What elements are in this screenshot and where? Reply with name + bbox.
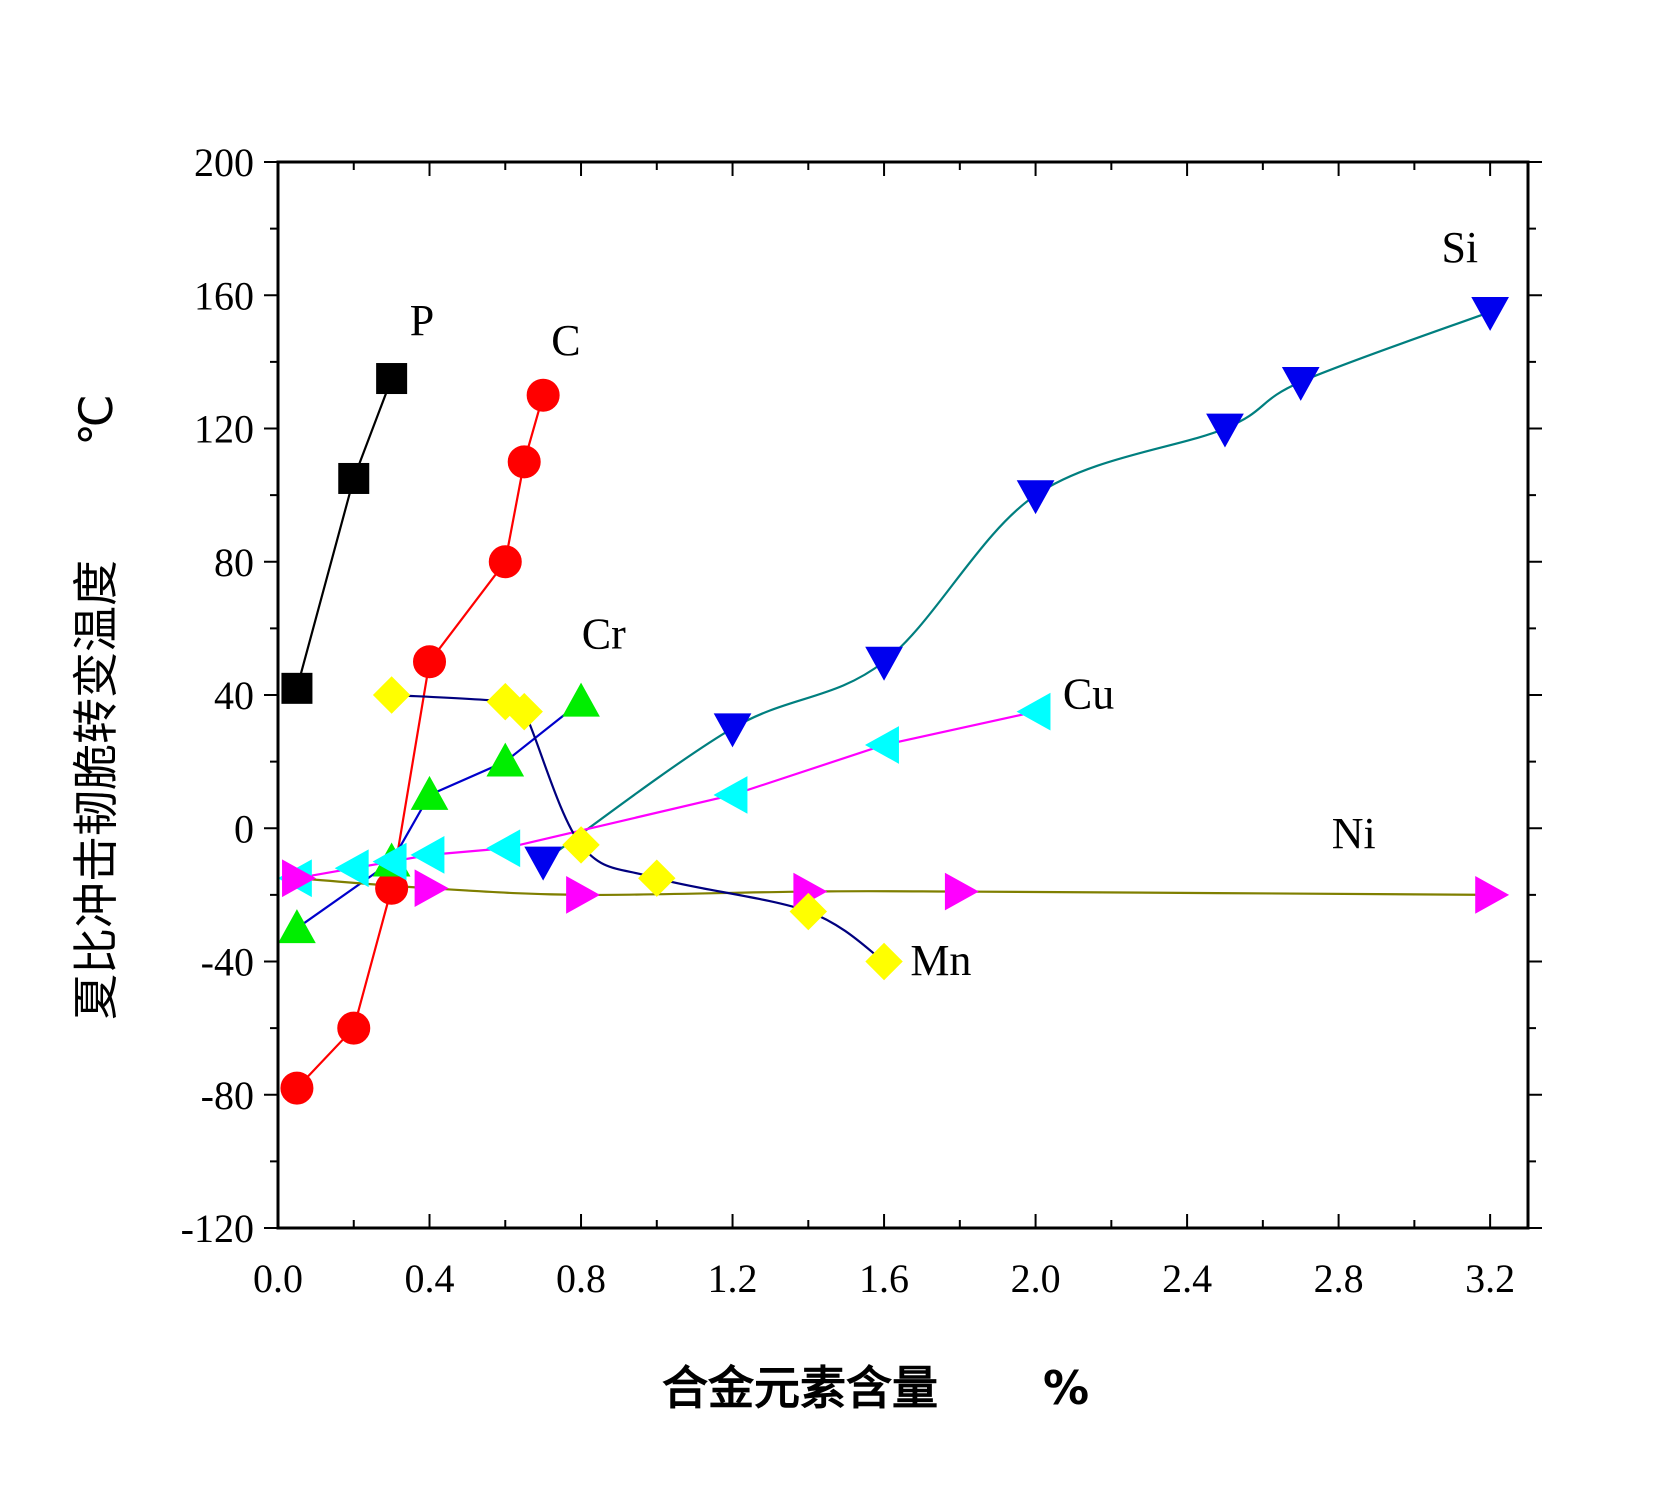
data-point-c xyxy=(488,545,522,579)
data-point-cr xyxy=(562,682,600,717)
x-tick-label: 3.2 xyxy=(1465,1256,1515,1301)
data-point-mn xyxy=(789,892,828,931)
series-line-p xyxy=(295,378,393,689)
data-point-si xyxy=(865,646,903,681)
y-axis-unit: ℃ xyxy=(69,394,123,446)
series-label-mn: Mn xyxy=(910,936,971,985)
data-point-ni xyxy=(414,869,449,908)
y-tick-label: 80 xyxy=(214,540,254,585)
x-tick-label: 1.6 xyxy=(859,1256,909,1301)
x-axis-unit: % xyxy=(1043,1361,1089,1415)
y-tick-label: 40 xyxy=(214,673,254,718)
data-point-p xyxy=(281,672,313,704)
y-tick-label: 200 xyxy=(194,140,254,185)
data-point-si xyxy=(524,846,563,881)
series-line-si xyxy=(542,310,1491,863)
data-point-c xyxy=(413,645,447,679)
data-point-c xyxy=(507,445,541,479)
x-tick-label: 2.8 xyxy=(1314,1256,1364,1301)
series-line-ni xyxy=(296,877,1491,897)
data-point-p xyxy=(338,462,370,494)
series-label-cr: Cr xyxy=(582,609,626,658)
x-tick-label: 0.0 xyxy=(253,1256,303,1301)
y-tick-label: -40 xyxy=(201,940,254,985)
data-point-mn xyxy=(562,826,600,864)
y-tick-label: 0 xyxy=(234,806,254,851)
data-point-mn xyxy=(865,942,903,981)
series-label-cu: Cu xyxy=(1063,669,1114,718)
series-label-p: P xyxy=(410,296,434,345)
data-point-cu xyxy=(372,842,407,881)
series-label-ni: Ni xyxy=(1332,809,1376,858)
data-point-ni xyxy=(944,872,979,911)
x-axis-title: 合金元素含量 xyxy=(662,1361,938,1415)
y-tick-label: -120 xyxy=(181,1206,254,1251)
data-point-si xyxy=(1206,413,1244,448)
series-label-c: C xyxy=(551,316,580,365)
data-point-cu xyxy=(865,726,899,764)
data-point-c xyxy=(337,1011,371,1045)
data-point-mn xyxy=(372,676,411,714)
data-point-ni xyxy=(566,876,601,914)
data-point-ni xyxy=(1475,876,1510,914)
series-label-si: Si xyxy=(1441,223,1478,272)
data-point-mn xyxy=(505,692,543,731)
y-tick-label: 160 xyxy=(194,273,254,318)
data-point-c xyxy=(526,378,560,412)
x-tick-label: 0.4 xyxy=(405,1256,455,1301)
data-point-cu xyxy=(486,829,521,868)
y-tick-label: -80 xyxy=(201,1073,254,1118)
data-point-si xyxy=(1471,297,1509,331)
data-point-cu xyxy=(1016,692,1051,731)
series-line-c xyxy=(296,394,545,1089)
data-point-mn xyxy=(638,859,676,897)
data-point-si xyxy=(1016,480,1055,515)
data-point-p xyxy=(376,363,408,395)
data-point-cu xyxy=(713,776,748,814)
data-point-cr xyxy=(410,775,449,810)
data-point-ni xyxy=(282,859,316,898)
data-point-cr xyxy=(486,742,525,777)
x-tick-label: 2.4 xyxy=(1162,1256,1212,1301)
x-tick-label: 2.0 xyxy=(1011,1256,1061,1301)
data-point-cr xyxy=(278,909,316,944)
y-axis-title: 夏比冲击韧脆转变温度 xyxy=(69,560,123,1020)
x-tick-label: 0.8 xyxy=(556,1256,606,1301)
data-point-c xyxy=(280,1071,314,1105)
plot-frame xyxy=(276,160,1530,1230)
data-point-si xyxy=(1281,366,1320,401)
y-tick-label: 120 xyxy=(194,407,254,452)
data-point-cu xyxy=(334,849,369,888)
data-point-si xyxy=(713,713,752,748)
x-tick-label: 1.2 xyxy=(708,1256,758,1301)
data-point-cu xyxy=(410,836,445,874)
